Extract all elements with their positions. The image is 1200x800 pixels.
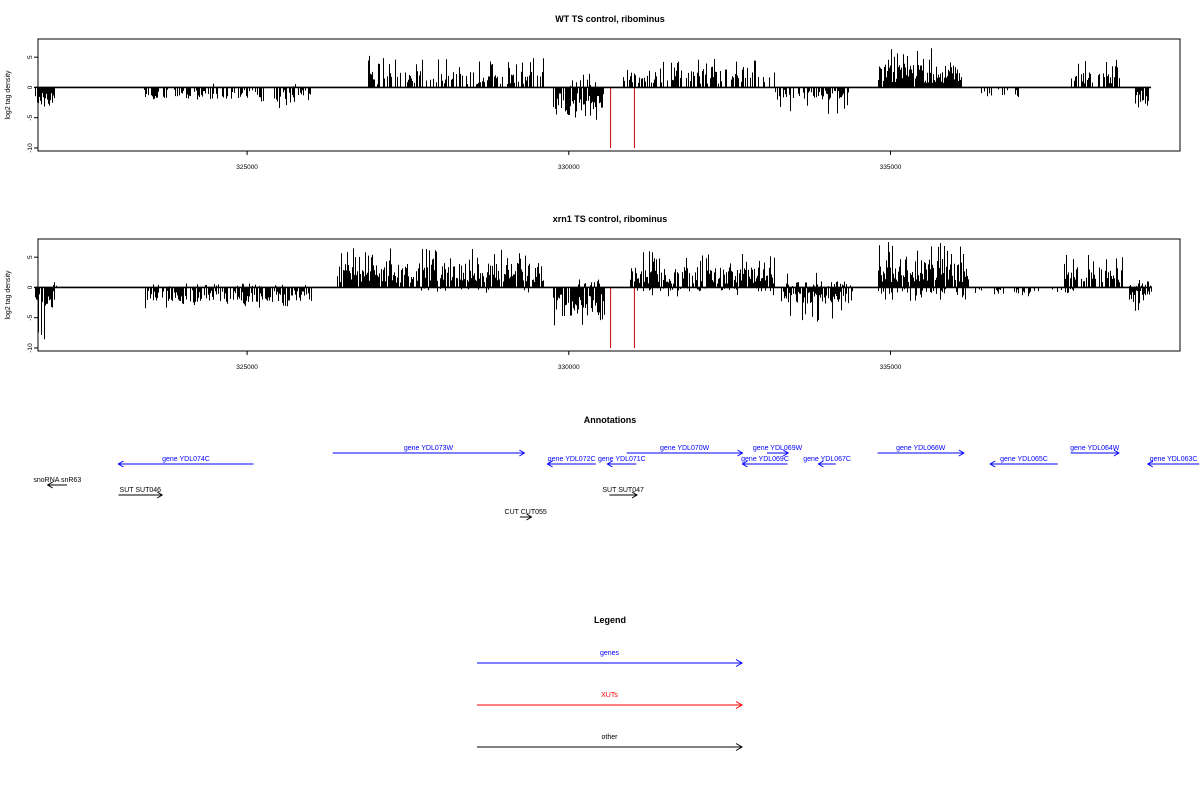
legend-arrow-head [735, 659, 743, 667]
feature-label: gene YDL063C [1150, 456, 1198, 463]
annotation-feature: gene YDL070W [626, 445, 744, 457]
legend-arrow-head [735, 701, 743, 709]
legend-label: other [602, 734, 619, 741]
annotation-feature: gene YDL065C [989, 456, 1058, 468]
wt-density-panel: WT TS control, ribominus log2 tag densit… [5, 14, 1181, 171]
y-axis-label: log2 tag density [5, 270, 12, 320]
annotation-feature: gene YDL069W [753, 445, 803, 457]
feature-arrow-head [631, 491, 638, 499]
feature-arrow-head [519, 449, 526, 457]
y-tick-label: 0 [27, 85, 34, 89]
annotation-feature: gene YDL072C [546, 456, 596, 468]
x-tick-label: 325000 [236, 364, 258, 371]
feature-arrow-head [782, 449, 790, 457]
feature-label: gene YDL066W [896, 445, 946, 452]
y-tick-label: 5 [27, 255, 34, 259]
annotation-feature: gene YDL063C [1146, 456, 1200, 468]
legend-items: genes XUTs other [477, 650, 743, 751]
feature-label: gene YDL073W [404, 445, 454, 452]
marker-layer [610, 287, 635, 348]
feature-arrow-head [741, 460, 748, 468]
axes-layer: -10 -5 0 5 325000 330000 335000 [27, 255, 1152, 371]
feature-label: SUT SUT047 [602, 487, 644, 494]
legend-label: XUTs [601, 692, 618, 699]
feature-label: gene YDL069C [741, 456, 789, 463]
feature-arrow-head [526, 513, 533, 521]
y-tick-label: 5 [27, 55, 34, 59]
plot-frame [37, 38, 1181, 152]
feature-arrow-head [156, 491, 164, 499]
feature-arrow-head [1113, 449, 1120, 457]
annotation-feature: gene YDL067C [803, 456, 851, 468]
legend-item: XUTs [477, 692, 743, 709]
y-tick-label: -10 [27, 343, 34, 353]
annotations-title: Annotations [584, 415, 637, 425]
feature-label: gene YDL069W [753, 445, 803, 452]
annotation-feature: gene YDL066W [877, 445, 965, 457]
legend-title: Legend [594, 615, 626, 625]
bars-layer [35, 242, 1152, 340]
feature-arrow-head [46, 481, 53, 489]
legend-item: other [477, 734, 743, 751]
annotation-feature: gene YDL073W [332, 445, 526, 457]
feature-label: gene YDL064W [1070, 445, 1120, 452]
x-tick-label: 330000 [558, 364, 580, 371]
feature-label: gene YDL070W [660, 445, 710, 452]
y-axis-label: log2 tag density [5, 70, 12, 120]
annotation-feature: gene YDL071C [598, 456, 646, 468]
legend: Legend genes XUTs other [477, 615, 743, 751]
annotation-feature: gene YDL074C [117, 456, 254, 468]
x-tick-label: 325000 [236, 164, 258, 171]
feature-label: SUT SUT046 [120, 487, 162, 494]
feature-arrow-head [989, 460, 996, 468]
feature-label: snoRNA snR63 [33, 477, 81, 484]
panel-title: WT TS control, ribominus [555, 14, 665, 24]
legend-item: genes [477, 650, 743, 667]
x-tick-label: 330000 [558, 164, 580, 171]
feature-label: gene YDL071C [598, 456, 646, 463]
feature-label: gene YDL067C [803, 456, 851, 463]
y-tick-label: -5 [27, 114, 34, 120]
xrn1-density-panel: xrn1 TS control, ribominus log2 tag dens… [5, 214, 1181, 371]
annotation-feature: gene YDL069C [741, 456, 789, 468]
annotation-feature: CUT CUT055 [505, 509, 547, 521]
panel-title: xrn1 TS control, ribominus [553, 214, 668, 224]
marker-layer [610, 87, 635, 148]
feature-arrow-head [117, 460, 124, 468]
feature-arrow-head [817, 460, 824, 468]
feature-arrow-head [737, 449, 744, 457]
feature-label: gene YDL072C [548, 456, 596, 463]
axes-layer: -10 -5 0 5 325000 330000 335000 [27, 55, 1152, 171]
annotation-feature: snoRNA snR63 [33, 477, 81, 489]
annotation-feature: SUT SUT047 [602, 487, 644, 499]
y-tick-label: -10 [27, 143, 34, 153]
bars-layer [35, 48, 1149, 120]
feature-arrow-head [958, 449, 965, 457]
annotation-feature: gene YDL064W [1070, 445, 1120, 457]
legend-arrow-head [735, 743, 743, 751]
feature-label: CUT CUT055 [505, 509, 547, 516]
annotation-feature: SUT SUT046 [118, 487, 164, 499]
feature-label: gene YDL065C [1000, 456, 1048, 463]
legend-label: genes [600, 650, 620, 657]
x-tick-label: 335000 [880, 364, 902, 371]
feature-arrow-head [606, 460, 613, 468]
feature-arrow-head [1146, 460, 1154, 468]
annotations-track: Annotations gene YDL074C gene YDL073W gene… [33, 415, 1200, 521]
x-tick-label: 335000 [880, 164, 902, 171]
y-tick-label: -5 [27, 314, 34, 320]
feature-label: gene YDL074C [162, 456, 210, 463]
y-tick-label: 0 [27, 285, 34, 289]
feature-arrow-head [546, 460, 553, 468]
